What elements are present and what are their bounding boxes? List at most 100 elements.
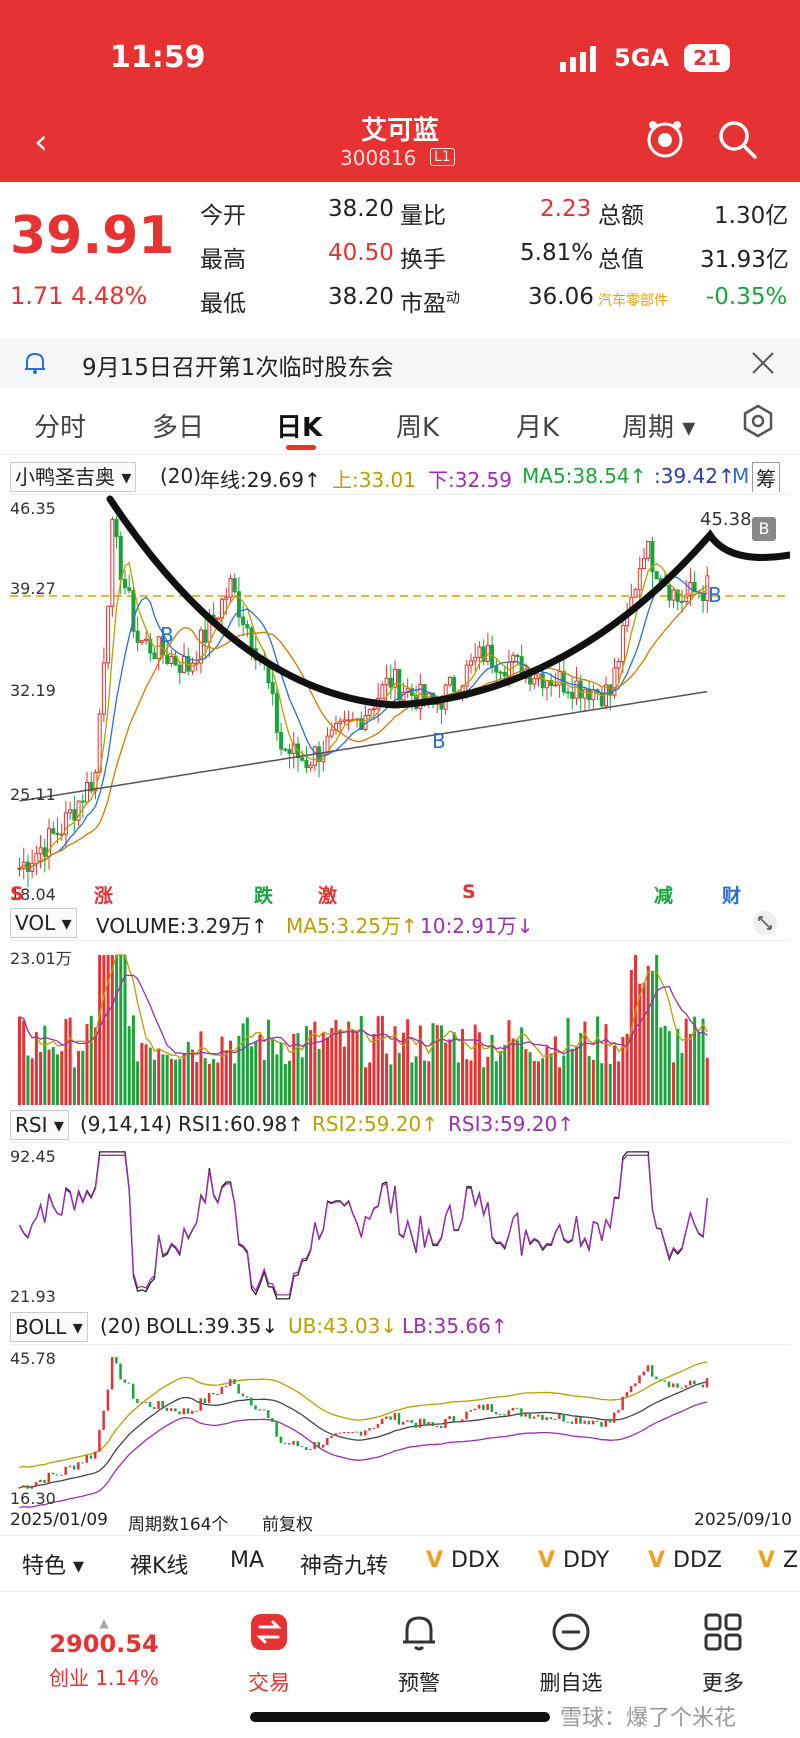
vol-indicator-select[interactable]: VOL ▾ (10, 908, 77, 938)
k-axis-3: 32.19 (10, 681, 56, 700)
trade-label: 交易 (248, 1671, 290, 1695)
kline-indicator-select[interactable]: 小鸭圣吉奥 ▾ (10, 462, 137, 492)
volume-bar (275, 1054, 279, 1105)
index-widget[interactable]: ▲ 2900.54 创业 1.14% (44, 1616, 164, 1691)
start-date: 2025/01/09 (10, 1510, 108, 1530)
boll-candle (81, 1462, 84, 1464)
up-arrow-icon: ▲ (99, 1616, 109, 1630)
volume-bar (178, 1058, 182, 1105)
sector-label[interactable]: 汽车零部件 (598, 293, 668, 309)
boll-candle (499, 1414, 502, 1416)
ma-button[interactable]: MA (230, 1548, 265, 1573)
boll-candle (431, 1422, 435, 1427)
candle-body (224, 596, 229, 600)
candle-body (228, 578, 233, 598)
buy-badge[interactable]: B (752, 517, 776, 541)
volume-bar (414, 1056, 418, 1105)
tab-weekly-k[interactable]: 周K (396, 413, 440, 443)
close-icon[interactable] (750, 350, 776, 376)
volume-bar (389, 1064, 393, 1105)
candle-body (30, 863, 35, 872)
volume-bar (672, 1062, 676, 1105)
boll-candle (148, 1401, 152, 1408)
boll-candle (456, 1421, 460, 1423)
status-bar: 11:59 5GA 21 (0, 0, 800, 100)
boll-candle (288, 1443, 291, 1445)
volume-bar (406, 1019, 410, 1105)
chip-button[interactable]: 筹 (752, 462, 780, 492)
volume-bar (532, 1061, 536, 1105)
tab-daily-k[interactable]: 日K (276, 413, 323, 443)
settings-icon[interactable] (740, 403, 776, 439)
date-row: 2025/01/09 周期数164个 前复权 2025/09/10 (10, 1510, 792, 1535)
boll-candle (241, 1393, 245, 1397)
remove-watchlist-button[interactable]: 删自选 (516, 1610, 626, 1697)
boll-candle (140, 1402, 143, 1404)
volume-bar (688, 1034, 692, 1105)
volume-bar (47, 1049, 51, 1105)
tab-period[interactable]: 周期 ▾ (622, 413, 696, 443)
candle-body (304, 759, 309, 769)
boll-candle (347, 1431, 350, 1433)
candle-body (620, 625, 625, 662)
mascot-icon[interactable] (644, 118, 686, 160)
volume-bar (89, 1015, 93, 1105)
volume-bar (511, 1038, 515, 1105)
boll-candle (667, 1381, 671, 1388)
more-button[interactable]: 更多 (668, 1610, 778, 1697)
ddy-button[interactable]: V DDY (538, 1548, 610, 1573)
naked-k-button[interactable]: 裸K线 (130, 1554, 189, 1579)
volume-bar (486, 1056, 490, 1105)
kline-chart[interactable]: 46.35 39.27 32.19 25.11 18.04 45.38 B S … (10, 494, 794, 907)
boll-indicator-select[interactable]: BOLL ▾ (10, 1312, 88, 1342)
candle-body (346, 719, 351, 722)
search-icon[interactable] (716, 118, 758, 160)
volume-bar (212, 1059, 216, 1105)
boll-candle (258, 1409, 262, 1411)
candle-body (131, 590, 136, 632)
boll-candle (228, 1379, 232, 1387)
tab-multiday[interactable]: 多日 (152, 413, 205, 443)
alert-button[interactable]: 预警 (364, 1610, 474, 1697)
volume-bar (43, 1025, 47, 1105)
tab-monthly-k[interactable]: 月K (516, 413, 560, 443)
ddx-button[interactable]: V DDX (426, 1548, 500, 1573)
expand-icon[interactable] (752, 910, 778, 936)
sector-change: -0.35% (706, 284, 788, 310)
trade-button[interactable]: 交易 (214, 1610, 324, 1697)
candle-body (566, 691, 571, 694)
volume-bar (444, 1042, 448, 1105)
ddz-button[interactable]: V DDZ (648, 1548, 722, 1573)
back-button[interactable]: ‹ (34, 122, 48, 162)
volume-bar (39, 1051, 43, 1105)
boll-candle (625, 1392, 629, 1397)
low-value: 38.20 (328, 284, 394, 310)
signal-s-1: S (10, 883, 24, 905)
candle-body (342, 719, 347, 722)
candle-body (156, 636, 161, 660)
signal-icon (560, 46, 596, 72)
turnover-value: 5.81% (520, 240, 594, 266)
volume-bar (72, 1067, 76, 1105)
boll-candle (292, 1441, 295, 1445)
candle-body (641, 557, 646, 570)
volume-bar (634, 955, 638, 1105)
volume-bar (250, 1046, 254, 1105)
announcement-bar[interactable]: 9月15日召开第1次临时股东会 (0, 338, 800, 388)
ma10-value: :39.42↑ (654, 464, 735, 488)
boll-candle (617, 1410, 620, 1413)
td-sequential-button[interactable]: 神奇九转 (300, 1554, 389, 1579)
candle-body (371, 708, 376, 711)
volume-bar (617, 1061, 621, 1105)
rsi-indicator-select[interactable]: RSI ▾ (10, 1110, 69, 1140)
volume-bar (157, 1048, 161, 1105)
feature-select[interactable]: 特色 ▾ (22, 1554, 85, 1579)
volume-bar (587, 1056, 591, 1105)
adjust-mode[interactable]: 前复权 (262, 1515, 313, 1535)
candle-body (468, 660, 473, 666)
boll-candle (545, 1417, 548, 1420)
tab-intraday[interactable]: 分时 (34, 413, 87, 443)
turnover-label: 换手 (400, 247, 446, 273)
